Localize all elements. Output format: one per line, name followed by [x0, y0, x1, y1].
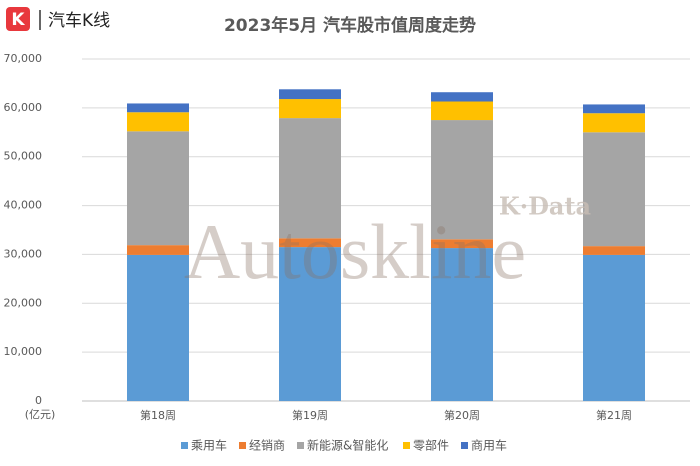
legend-label: 零部件 — [413, 438, 449, 453]
legend-label: 新能源&智能化 — [307, 438, 388, 453]
bar-segment — [127, 254, 189, 401]
bar-segment — [279, 238, 341, 248]
logo-icon: K — [11, 10, 25, 30]
legend-label: 商用车 — [471, 438, 507, 453]
chart-title: 2023年5月 汽车股市值周度走势 — [224, 15, 476, 36]
bar-segment — [431, 239, 493, 249]
legend-label: 乘用车 — [191, 438, 227, 453]
legend-swatch — [403, 442, 410, 449]
bar-segment — [127, 103, 189, 113]
bar-segment — [583, 254, 645, 401]
legend-swatch — [461, 442, 468, 449]
y-tick-label: 0 — [35, 394, 42, 407]
logo-box — [6, 7, 30, 31]
bar-segment — [279, 247, 341, 401]
watermark-small: K·Data — [499, 192, 591, 221]
bar-segment — [583, 104, 645, 114]
bar-segment — [279, 89, 341, 100]
bar-segment — [583, 246, 645, 255]
bar-segment — [583, 113, 645, 133]
bar-segment — [127, 131, 189, 246]
bar-segment — [431, 120, 493, 240]
legend-label: 经销商 — [249, 438, 285, 453]
bar-segment — [127, 112, 189, 132]
y-tick-label: 70,000 — [4, 52, 43, 65]
legend-swatch — [239, 442, 246, 449]
y-tick-label: 60,000 — [4, 101, 43, 114]
x-tick-label: 第18周 — [140, 408, 176, 422]
y-tick-label: 50,000 — [4, 150, 43, 163]
legend: 乘用车 经销商 新能源&智能化 零部件 商用车 — [181, 438, 507, 453]
bar-segment — [127, 245, 189, 255]
bar-segment — [583, 132, 645, 247]
bar-segment — [279, 118, 341, 239]
legend-swatch — [181, 442, 188, 449]
x-tick-label: 第20周 — [444, 408, 480, 422]
plot: 0 10,000 20,000 30,000 40,000 50,000 60,000 70,… — [4, 52, 690, 422]
y-tick-label: 40,000 — [4, 199, 43, 212]
logo-text: 汽车K线 — [48, 11, 110, 31]
watermark: Autoskline — [184, 208, 526, 295]
bar-segment — [431, 92, 493, 102]
bar-segment — [279, 99, 341, 119]
x-tick-label: 第19周 — [292, 408, 328, 422]
legend-swatch — [297, 442, 304, 449]
y-tick-label: 30,000 — [4, 247, 43, 260]
bar-segment — [431, 101, 493, 121]
y-tick-label: 20,000 — [4, 296, 43, 309]
y-unit: (亿元) — [25, 408, 56, 421]
x-tick-label: 第21周 — [596, 408, 632, 422]
bar-segment — [431, 248, 493, 401]
y-tick-label: 10,000 — [4, 345, 43, 358]
